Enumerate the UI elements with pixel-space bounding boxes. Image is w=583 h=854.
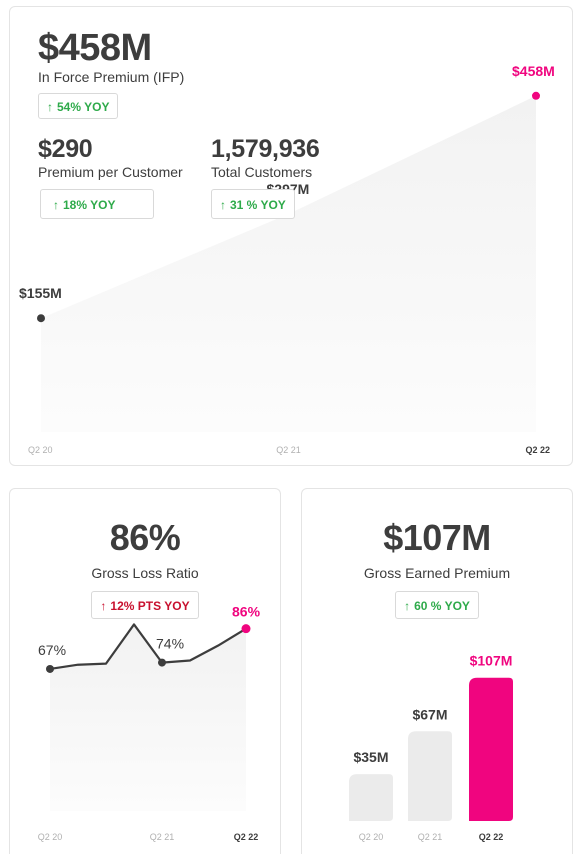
gep-badge-wrap: ↑ 60 % YOY (302, 591, 572, 619)
premium-per-customer-label: Premium per Customer (38, 164, 183, 180)
arrow-up-icon: ↑ (220, 198, 226, 212)
glr-point (46, 664, 54, 673)
glr-change-badge: ↑ 12% PTS YOY (91, 591, 199, 619)
total-customers-label: Total Customers (211, 164, 313, 180)
gep-label: Gross Earned Premium (363, 565, 511, 581)
gep-data-label: $107M (470, 653, 513, 669)
glr-x-tick: Q2 22 (234, 832, 259, 842)
gep-bar (408, 731, 452, 821)
total-customers-change-text: 31 % YOY (230, 198, 286, 212)
ifp-x-tick: Q2 22 (525, 445, 550, 455)
gep-bar (349, 774, 393, 821)
ifp-x-tick: Q2 21 (276, 445, 301, 455)
gep-data-label: $35M (353, 749, 388, 765)
gep-x-tick: Q2 22 (479, 832, 504, 842)
gep-value: $107M (383, 517, 491, 558)
gep-card: $35M Q2 20 $67M Q2 21 $107M Q2 22 $107M Gross… (301, 488, 573, 854)
ifp-change-badge: ↑ 54% YOY (38, 93, 119, 119)
arrow-up-icon: ↑ (100, 599, 107, 613)
glr-badge-wrap: ↑ 12% PTS YOY (10, 591, 280, 619)
ifp-area (41, 95, 536, 433)
glr-line-chart: 67% 74% 86% Q2 20 Q2 21 Q2 22 (38, 604, 261, 842)
glr-data-label: 74% (156, 636, 184, 652)
total-customers-value: 1,579,936 (211, 135, 320, 163)
glr-data-label: 86% (232, 604, 261, 620)
premium-per-customer-value: $290 (38, 135, 93, 163)
glr-x-tick: Q2 20 (38, 832, 63, 842)
gep-x-tick: Q2 21 (418, 832, 443, 842)
glr-point (158, 658, 166, 667)
ifp-label: In Force Premium (IFP) (38, 69, 185, 85)
total-customers-badge: ↑ 31 % YOY (211, 189, 295, 219)
premium-per-customer-badge: ↑ 18% YOY (40, 189, 154, 219)
glr-area (50, 624, 246, 811)
gep-bar (469, 677, 513, 821)
gep-change-text: 60 % YOY (414, 599, 470, 613)
glr-point (241, 624, 251, 634)
ifp-value: $458M (38, 27, 152, 69)
ifp-point (532, 91, 540, 100)
glr-line (49, 623, 247, 671)
gep-change-badge: ↑ 60 % YOY (395, 591, 479, 619)
gep-x-tick: Q2 20 (359, 832, 384, 842)
arrow-up-icon: ↑ (53, 198, 59, 212)
ifp-data-label: $155M (19, 285, 62, 301)
arrow-up-icon: ↑ (47, 100, 53, 114)
ifp-x-tick: Q2 20 (28, 445, 53, 455)
premium-per-customer-change-text: 18% YOY (63, 198, 116, 212)
glr-x-tick: Q2 21 (150, 832, 175, 842)
ifp-point (37, 314, 45, 323)
glr-label: Gross Loss Ratio (91, 565, 199, 581)
gep-data-label: $67M (412, 706, 447, 722)
glr-value: 86% (109, 517, 181, 558)
glr-card: 67% 74% 86% Q2 20 Q2 21 Q2 22 86% Gross Loss … (9, 488, 281, 854)
arrow-up-icon: ↑ (404, 599, 411, 613)
glr-change-text: 12% PTS YOY (110, 599, 190, 613)
glr-data-label: 67% (38, 642, 66, 658)
ifp-change-text: 54% YOY (57, 100, 110, 114)
gep-bar-chart: $35M Q2 20 $67M Q2 21 $107M Q2 22 (349, 653, 513, 842)
ifp-data-label: $458M (512, 63, 555, 79)
